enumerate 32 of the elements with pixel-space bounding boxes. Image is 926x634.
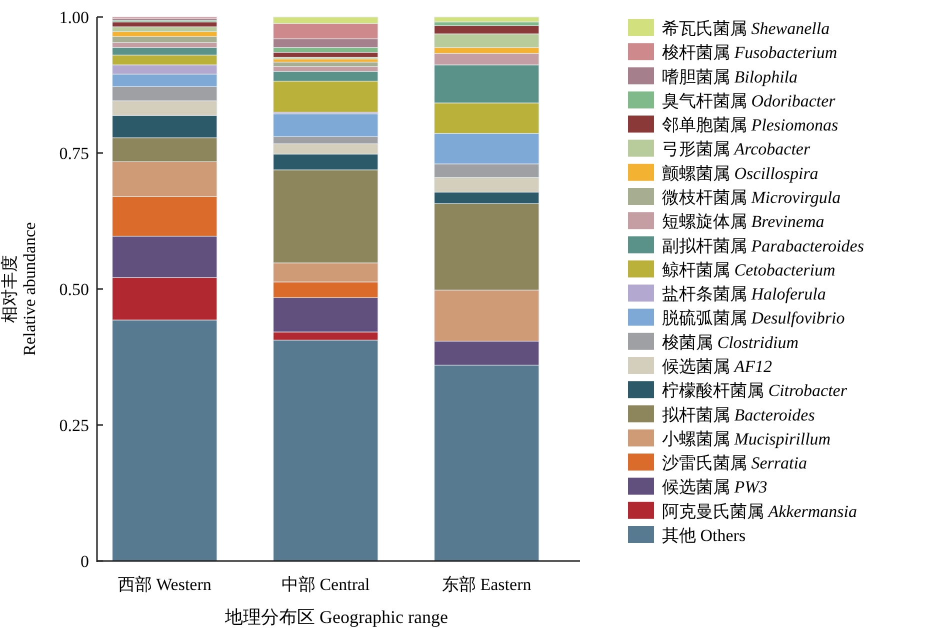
y-axis-title: 相对丰度 Relative abundance [0, 222, 39, 356]
y-tick-label: 0.50 [59, 280, 89, 299]
legend-label: 小螺菌属 Mucispirillum [662, 429, 831, 448]
legend-label: 拟杆菌属 Bacteroides [662, 405, 816, 424]
legend-label: 嗜胆菌属 Bilophila [662, 67, 798, 86]
x-axis-title: 地理分布区 Geographic range [224, 607, 448, 627]
x-tick-label: 中部 Central [281, 575, 370, 594]
legend-label: 候选菌属 AF12 [662, 357, 773, 376]
legend-label: 弓形菌属 Arcobacter [662, 140, 810, 159]
y-tick-label: 0 [80, 552, 89, 571]
legend-label: 柠檬酸杆菌属 Citrobacter [662, 381, 848, 400]
legend-label: 微枝杆菌属 Microvirgula [662, 188, 841, 207]
legend-label: 副拟杆菌属 Parabacteroides [662, 236, 864, 256]
legend-label: 短螺旋体属 Brevinema [662, 212, 824, 232]
x-tick-label: 西部 Western [118, 575, 212, 594]
y-tick-label: 0.75 [59, 144, 89, 163]
legend-label: 阿克曼氏菌属 Akkermansia [662, 502, 858, 521]
legend-label: 梭杆菌属 Fusobacterium [662, 43, 838, 62]
legend-label: 梭菌属 Clostridium [662, 332, 798, 352]
legend-label: 颤螺菌属 Oscillospira [662, 164, 818, 183]
legend-label: 沙雷氏菌属 Serratia [662, 454, 807, 473]
legend-label: 脱硫弧菌属 Desulfovibrio [662, 308, 845, 328]
legend-label: 鲸杆菌属 Cetobacterium [662, 260, 836, 280]
legend-label: 臭气杆菌属 Odoribacter [662, 91, 836, 110]
legend-label: 候选菌属 PW3 [662, 478, 768, 497]
legend-label: 其他 Others [662, 526, 746, 545]
legend-label: 邻单胞菌属 Plesiomonas [662, 116, 839, 135]
legend-label: 盐杆条菌属 Haloferula [662, 284, 826, 304]
y-tick-label: 1.00 [59, 8, 89, 27]
x-tick-label: 东部 Eastern [442, 575, 532, 594]
y-tick-label: 0.25 [59, 416, 89, 435]
legend-label: 希瓦氏菌属 Shewanella [662, 19, 830, 38]
